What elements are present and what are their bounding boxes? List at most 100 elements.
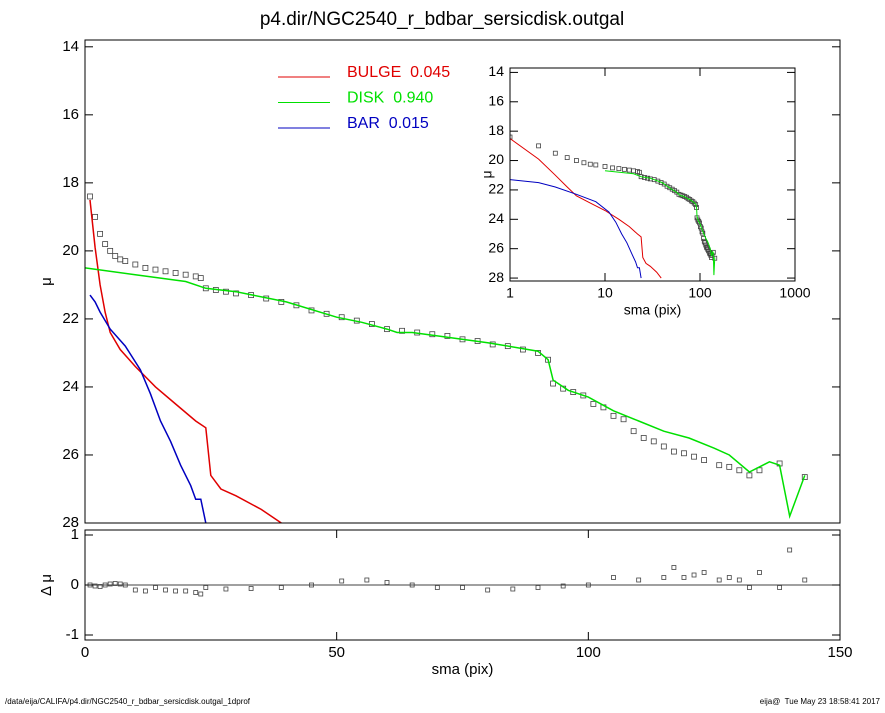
data-point <box>112 253 119 259</box>
data-point <box>97 230 103 237</box>
y-tick-label: 26 <box>488 239 504 255</box>
data-point <box>97 584 103 589</box>
data-point <box>736 577 742 583</box>
data-point <box>757 570 762 575</box>
plot-frame <box>84 39 841 524</box>
data-point <box>802 577 808 583</box>
x-tick-label: 10 <box>597 285 613 301</box>
data-point <box>183 588 189 594</box>
data-point <box>736 467 743 474</box>
data-point <box>339 578 345 584</box>
data-point <box>671 448 677 455</box>
footer-right: eija@ Tue May 23 18:58:41 2017 <box>760 697 881 706</box>
data-point <box>117 581 123 587</box>
data-point <box>112 581 118 586</box>
series-line <box>510 179 642 279</box>
data-point <box>655 178 661 184</box>
x-axis-label: sma (pix) <box>624 302 682 318</box>
y-tick-label: 0 <box>71 576 79 593</box>
data-point <box>787 547 793 553</box>
y-tick-label: 24 <box>488 210 504 226</box>
data-point <box>192 273 199 280</box>
y-tick-label: 18 <box>62 174 79 191</box>
data-point <box>701 570 707 575</box>
y-tick-label: 20 <box>62 242 79 259</box>
data-point <box>636 169 642 175</box>
series-line <box>89 294 207 523</box>
legend-label: BULGE 0.045 <box>347 64 450 81</box>
y-tick-label: 20 <box>488 151 504 167</box>
y-tick-label: 16 <box>62 106 79 123</box>
data-point <box>777 585 782 590</box>
x-tick-label: 100 <box>576 644 601 661</box>
y-tick-label: 24 <box>62 378 79 395</box>
legend-label: BAR 0.015 <box>347 115 429 132</box>
data-point <box>610 412 617 419</box>
y-tick-label: 14 <box>62 38 79 55</box>
data-point <box>620 416 627 423</box>
data-point <box>650 438 657 445</box>
data-point <box>696 219 702 224</box>
data-point <box>153 585 158 590</box>
data-point <box>681 450 687 457</box>
data-point <box>223 288 229 295</box>
x-tick-label: 1000 <box>779 285 810 301</box>
data-point <box>664 183 670 189</box>
data-point <box>610 165 615 171</box>
data-point <box>203 585 209 590</box>
series-line <box>89 199 282 523</box>
y-tick-label: 16 <box>488 92 504 108</box>
data-point <box>621 166 627 172</box>
legend-label: DISK 0.940 <box>347 90 433 107</box>
data-point <box>590 401 597 407</box>
data-point <box>535 585 541 590</box>
data-point <box>552 150 558 156</box>
data-point <box>122 258 129 264</box>
data-point <box>197 275 204 281</box>
data-point <box>172 270 179 276</box>
data-point <box>223 586 229 592</box>
x-tick-label: 0 <box>81 644 89 661</box>
data-point <box>92 213 98 220</box>
y-tick-label: 1 <box>71 526 79 543</box>
y-tick-label: 14 <box>488 63 504 79</box>
data-point <box>667 185 673 191</box>
data-point <box>611 575 616 580</box>
data-point <box>691 200 697 206</box>
y-tick-label: -1 <box>66 626 79 643</box>
data-point <box>182 271 189 278</box>
data-point <box>651 177 657 183</box>
y-tick-label: 28 <box>62 514 79 531</box>
data-point <box>691 453 697 460</box>
data-point <box>640 435 647 441</box>
data-point <box>690 199 696 205</box>
data-point <box>726 575 732 580</box>
data-point <box>87 193 93 200</box>
data-point <box>550 380 556 387</box>
y-tick-label: 26 <box>62 446 79 463</box>
data-point <box>444 333 451 339</box>
data-point <box>716 577 722 583</box>
data-point <box>102 241 109 247</box>
data-point <box>107 247 114 254</box>
data-point <box>801 474 808 480</box>
y-tick-label: 22 <box>488 181 504 197</box>
data-point <box>630 428 637 435</box>
data-point <box>122 582 128 588</box>
series-line <box>85 267 806 519</box>
y-axis-label: Δ μ <box>38 574 55 596</box>
chart-title: p4.dir/NGC2540_r_bdbar_sersicdisk.outgal <box>260 9 624 30</box>
data-point <box>434 585 440 590</box>
y-tick-label: 22 <box>62 310 79 327</box>
data-point <box>681 575 687 580</box>
data-point <box>747 585 752 590</box>
data-point <box>198 591 204 597</box>
data-point <box>193 590 199 595</box>
data-point <box>671 565 677 570</box>
data-point <box>248 586 254 591</box>
data-point <box>580 392 587 399</box>
x-axis-label: sma (pix) <box>432 661 494 678</box>
data-point <box>142 588 148 594</box>
x-tick-label: 50 <box>328 644 345 661</box>
x-tick-label: 100 <box>688 285 712 301</box>
